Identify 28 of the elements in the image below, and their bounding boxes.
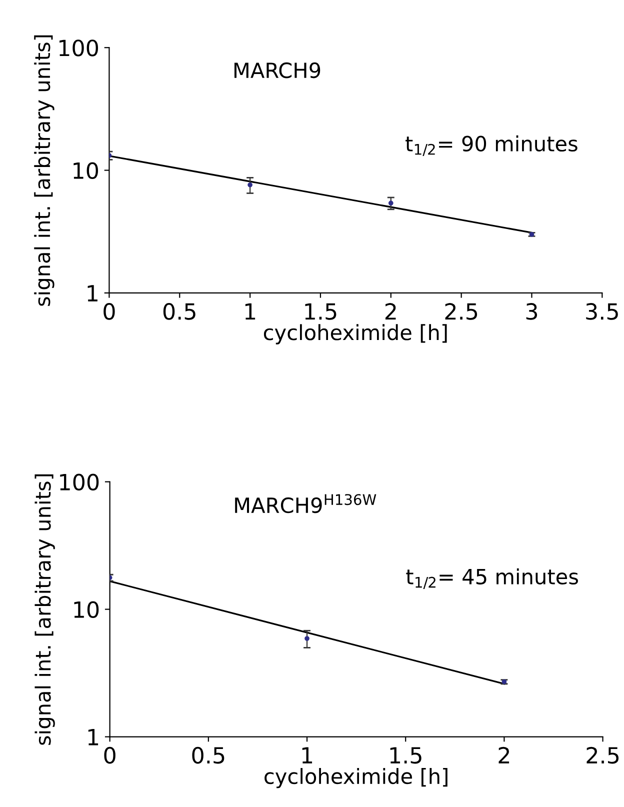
y-tick-label: 1 (88, 729, 98, 746)
x-tick-label: 1.5 (390, 747, 422, 764)
x-tick-label: 0.5 (192, 746, 224, 764)
y-tick-label: 10 (74, 162, 98, 180)
x-axis-title: cycloheximide [h] (264, 324, 447, 344)
annotation: t$_{1/2}$= 45 minutes (406, 568, 578, 589)
x-tick-label: 2.5 (445, 303, 478, 320)
y-tick-label: 100 (60, 474, 99, 491)
x-tick-label: 0 (104, 746, 116, 764)
x-tick-label: 2 (498, 746, 510, 764)
x-tick-label: 3.5 (586, 303, 618, 320)
x-tick-label: 0 (104, 303, 115, 320)
x-tick-label: 0.5 (163, 303, 196, 320)
y-axis-title: signal int. [arbitrary units] (34, 474, 55, 745)
y-tick-label: 10 (74, 601, 99, 618)
x-tick-label: 2.5 (586, 746, 619, 764)
x-tick-label: 3 (526, 303, 538, 320)
text: MARCH9 (234, 62, 320, 78)
y-tick-label: 1 (88, 285, 98, 302)
y-tick-label: 100 (60, 40, 98, 56)
y-axis-title: signal int. [arbitrary units] (34, 35, 54, 306)
x-tick-label: 1 (302, 747, 312, 764)
x-tick-label: 1 (245, 303, 256, 320)
x-tick-label: 2 (385, 303, 396, 320)
annotation: t$_{1/2}$= 90 minutes (406, 135, 578, 156)
x-tick-label: 1.5 (305, 303, 336, 320)
x-axis-title: cycloheximide [h] (264, 768, 448, 788)
text: MARCH9$^{H136W}$ (235, 494, 376, 514)
